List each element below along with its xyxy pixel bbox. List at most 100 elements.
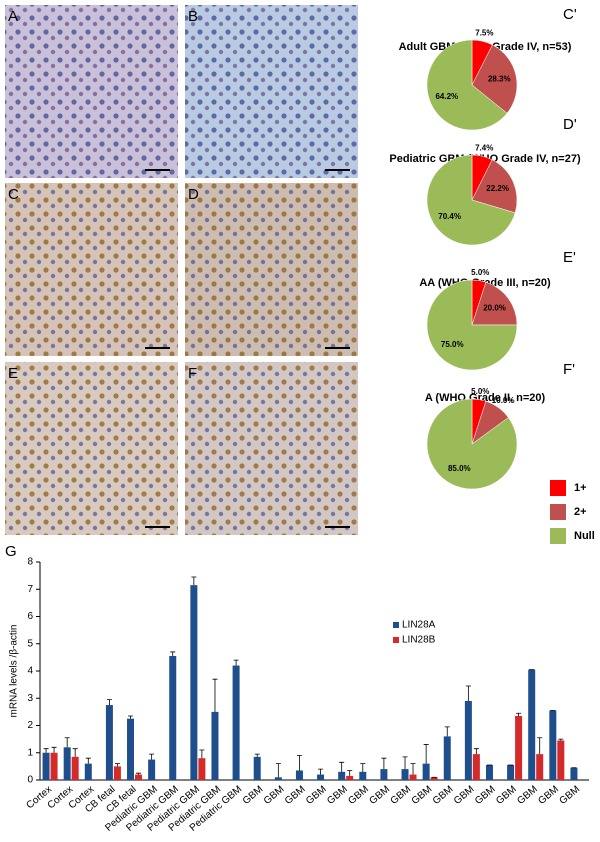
cell-texture (5, 5, 178, 178)
error-bar (136, 772, 142, 775)
bar (464, 700, 472, 780)
error-bar (360, 763, 366, 772)
bar (50, 752, 58, 780)
error-bar (537, 737, 543, 755)
error-bar (339, 761, 345, 772)
bar (84, 763, 92, 780)
error-bar (381, 757, 387, 770)
y-axis-label: mRNA levels /β-actin (9, 625, 20, 718)
bar (401, 769, 409, 780)
error-bar (51, 746, 57, 753)
x-tick-label: GBM (241, 784, 266, 807)
cell-texture (185, 183, 358, 356)
bar (135, 774, 143, 780)
x-tick-label: GBM (536, 784, 561, 807)
panel-label: E (8, 365, 18, 382)
x-tick-label: GBM (389, 784, 414, 807)
value-label: 70.4% (438, 212, 461, 221)
error-bar (275, 763, 281, 778)
bar (148, 759, 156, 780)
pie-slice (426, 279, 518, 371)
y-tick-label: 8 (27, 557, 33, 568)
y-tick-label: 4 (27, 666, 33, 677)
x-tick-label: GBM (262, 784, 287, 807)
pie-slice (426, 398, 518, 490)
cell-texture (185, 5, 358, 178)
cell-texture (5, 183, 178, 356)
value-label: 85.0% (448, 464, 471, 473)
cell-texture (5, 362, 178, 535)
y-tick-label: 6 (27, 611, 33, 622)
legend-swatch (393, 637, 399, 643)
bar (557, 740, 565, 780)
x-tick-label: GBM (431, 784, 456, 807)
value-label: 5.0% (471, 268, 489, 277)
value-label: 22.2% (486, 184, 509, 193)
pie-title: A (WHO Grade II, n=20) (425, 392, 546, 404)
error-bar (516, 712, 522, 716)
error-bar (72, 748, 78, 757)
value-label: 64.2% (435, 92, 458, 101)
value-label: 20.0% (483, 304, 506, 313)
error-bar (114, 763, 120, 767)
bar (338, 771, 346, 780)
bar (253, 756, 261, 780)
panel-label: C (8, 186, 19, 203)
panel-label: E' (563, 249, 576, 266)
x-tick-label: GBM (473, 784, 498, 807)
bar (190, 585, 198, 780)
bar (198, 758, 206, 780)
pie-slice (471, 281, 518, 326)
error-bar (347, 770, 353, 776)
legend-label: LIN28A (402, 620, 436, 631)
bar (105, 705, 113, 780)
bar (380, 769, 388, 780)
y-tick-label: 0 (27, 775, 33, 786)
x-tick-label: GBM (346, 784, 371, 807)
bar (42, 752, 50, 780)
panel-label: D' (563, 116, 577, 133)
x-tick-label: GBM (410, 784, 435, 807)
bar (430, 777, 438, 780)
bar (359, 771, 367, 780)
bar (295, 770, 303, 780)
value-label: 75.0% (441, 340, 464, 349)
error-bar (296, 755, 302, 771)
bar (71, 756, 79, 780)
bar (63, 747, 71, 780)
error-bar (149, 753, 155, 760)
bar (507, 765, 515, 780)
panel-label: A (8, 8, 18, 25)
x-tick-label: GBM (494, 784, 519, 807)
error-bar (212, 678, 218, 712)
bar (536, 754, 544, 780)
bar (409, 774, 417, 780)
x-tick-label: GBM (304, 784, 329, 807)
x-tick-label: GBM (368, 784, 393, 807)
legend-swatch (550, 504, 566, 520)
error-bar (318, 768, 324, 775)
error-bar (444, 726, 450, 737)
x-tick-label: GBM (515, 784, 540, 807)
y-tick-label: 7 (27, 584, 33, 595)
bar (515, 715, 523, 780)
x-tick-label: GBM (325, 784, 350, 807)
bar (127, 718, 135, 780)
error-bar (85, 757, 91, 764)
bar (472, 754, 480, 780)
y-tick-label: 3 (27, 693, 33, 704)
y-tick-label: 2 (27, 720, 33, 731)
pie-slice (426, 39, 508, 131)
error-bar (106, 699, 112, 706)
value-label: 7.5% (475, 29, 493, 38)
y-tick-label: 1 (27, 747, 33, 758)
y-tick-label: 5 (27, 638, 33, 649)
error-bar (43, 748, 49, 753)
bar (211, 711, 219, 780)
value-label: 28.3% (488, 74, 511, 83)
bar (317, 774, 325, 780)
error-bar (473, 748, 479, 755)
error-bar (402, 756, 408, 770)
bar (232, 665, 240, 780)
